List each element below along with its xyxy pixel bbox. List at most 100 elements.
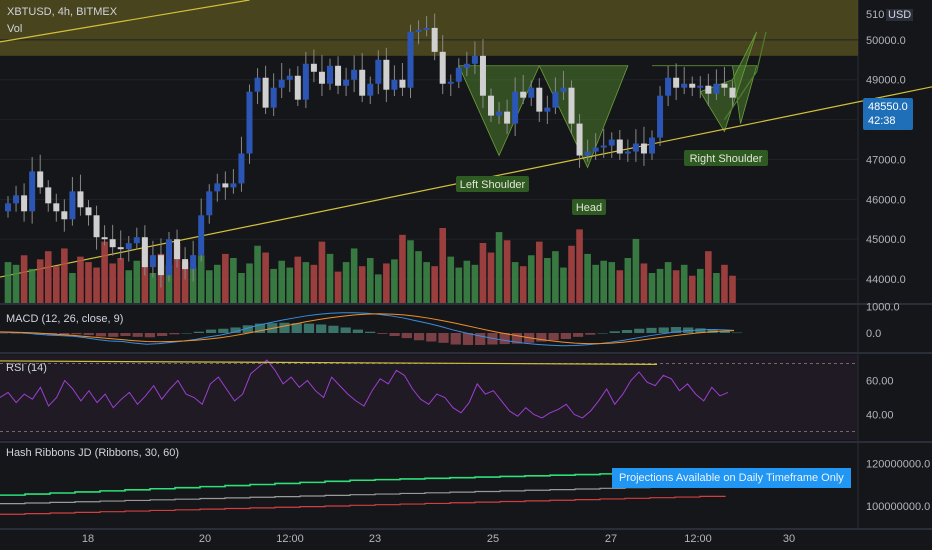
- candle-body: [29, 171, 36, 212]
- volume-bar: [439, 228, 446, 303]
- volume-bar: [12, 264, 20, 303]
- volume-bar: [205, 270, 213, 303]
- volume-bar: [85, 262, 92, 303]
- volume-bar: [238, 273, 245, 303]
- time-tick-label: 25: [487, 533, 499, 545]
- volume-bar: [133, 260, 141, 303]
- volume-bar: [342, 262, 350, 303]
- macd-tick-label: 0.0: [866, 328, 881, 340]
- macd-histogram-bar: [401, 333, 412, 339]
- macd-histogram-bar: [205, 329, 217, 333]
- macd-histogram-bar: [658, 327, 669, 333]
- candle-body: [133, 237, 140, 244]
- volume-bar: [173, 243, 181, 303]
- rsi-label: RSI (14): [6, 362, 47, 374]
- candle-body: [399, 79, 406, 88]
- candle-body: [166, 239, 172, 276]
- volume-bar: [302, 262, 310, 303]
- volume-bar: [721, 264, 728, 303]
- macd-histogram-bar: [230, 327, 241, 333]
- volume-bar: [391, 259, 398, 303]
- macd-histogram-bar: [499, 333, 510, 345]
- neckline-shape: [652, 65, 758, 124]
- macd-histogram-bar: [707, 329, 718, 333]
- time-tick-label: 12:00: [684, 533, 712, 545]
- candle-body: [109, 239, 116, 248]
- candle-body: [447, 81, 454, 84]
- right-shoulder-label-box: [684, 150, 768, 166]
- candle-body: [206, 191, 213, 216]
- candle-body: [343, 79, 350, 86]
- volume-bar: [262, 252, 269, 303]
- hash-ribbon-slow: [0, 495, 726, 515]
- candle-body: [286, 75, 293, 80]
- volume-bar: [197, 255, 205, 303]
- candle-body: [254, 77, 261, 92]
- volume-bar: [254, 245, 261, 303]
- candle-body: [439, 51, 446, 84]
- candle-body: [37, 171, 44, 188]
- macd-histogram-bar: [511, 333, 523, 344]
- candle-body: [270, 87, 277, 108]
- candle-body: [520, 91, 527, 98]
- volume-bar: [544, 258, 551, 303]
- macd-histogram-bar: [10, 333, 21, 334]
- candle-body: [93, 215, 100, 238]
- volume-bar: [77, 256, 84, 303]
- volume-bar: [366, 258, 374, 303]
- macd-pane-background: [0, 305, 858, 348]
- volume-bar: [584, 253, 591, 303]
- candle-body: [649, 137, 655, 154]
- volume-bar: [495, 232, 503, 303]
- candle-body: [576, 123, 583, 156]
- candle-body: [294, 75, 301, 100]
- volume-bar: [375, 274, 382, 303]
- macd-histogram-bar: [59, 333, 70, 335]
- macd-histogram-bar: [157, 333, 168, 336]
- volume-bar: [664, 262, 672, 303]
- candle-body: [665, 77, 672, 96]
- candle-body: [302, 63, 309, 100]
- macd-histogram-bar: [352, 329, 363, 333]
- signal-line: [0, 313, 735, 345]
- macd-histogram-bar: [719, 330, 730, 333]
- hash-ribbon-fast: [0, 471, 726, 496]
- volume-bar: [600, 260, 607, 303]
- candle-body: [640, 143, 647, 154]
- volume-bar: [278, 260, 285, 303]
- rsi-tick-label: 60.00: [866, 376, 894, 388]
- candle-body: [721, 83, 728, 88]
- macd-histogram-bar: [83, 333, 94, 336]
- macd-histogram-bar: [169, 333, 180, 335]
- candle-body: [262, 77, 269, 108]
- volume-bar: [729, 275, 736, 303]
- volume-bar: [117, 258, 124, 303]
- volume-bar: [560, 267, 567, 303]
- macd-histogram-bar: [365, 331, 376, 333]
- candle-body: [423, 27, 430, 30]
- candle-body: [141, 237, 148, 268]
- candle-body: [552, 91, 559, 108]
- volume-bar: [592, 264, 599, 303]
- volume-bar: [455, 267, 463, 303]
- candle-body: [174, 239, 181, 260]
- volume-bar: [36, 259, 44, 303]
- channel-trendline: [0, 0, 250, 43]
- candle-body: [471, 55, 478, 64]
- volume-bar: [471, 264, 479, 303]
- candle-body: [729, 87, 736, 98]
- projection-note: Projections Available on Daily Timeframe…: [612, 468, 851, 488]
- candle-body: [246, 91, 253, 154]
- candle-body: [568, 87, 575, 124]
- candle-body: [85, 207, 92, 216]
- macd-histogram-bar: [621, 330, 633, 333]
- volume-bar: [648, 273, 656, 303]
- macd-histogram-bar: [609, 331, 620, 333]
- rsi-line: [0, 359, 729, 419]
- candle-body: [149, 255, 156, 268]
- volume-bar: [447, 256, 455, 303]
- currency-label[interactable]: USD: [886, 9, 914, 21]
- candle-body: [681, 83, 688, 88]
- candle-body: [198, 215, 205, 256]
